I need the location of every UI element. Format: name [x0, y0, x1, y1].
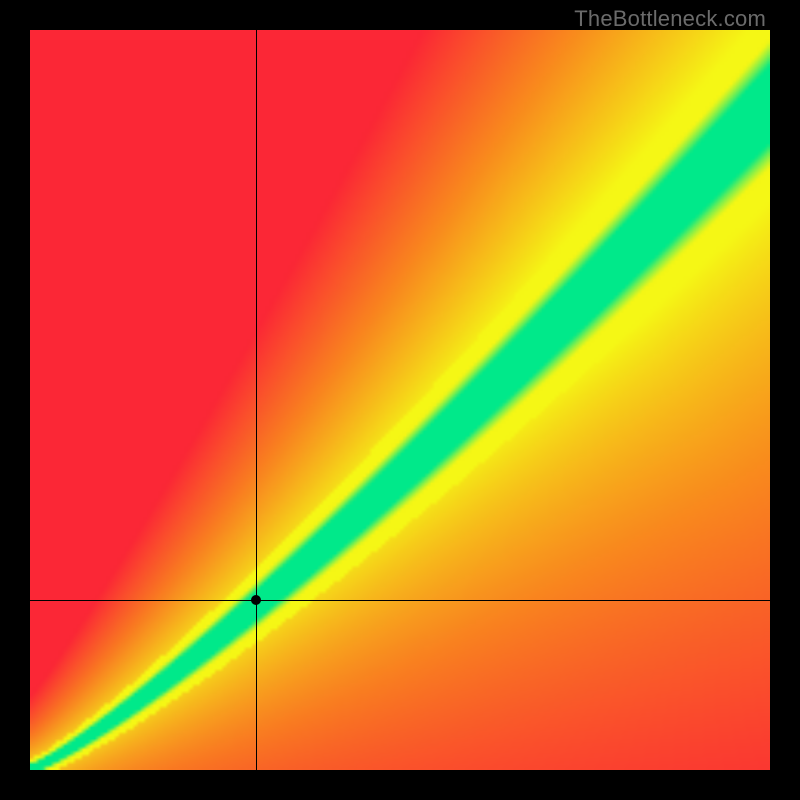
crosshair-horizontal [30, 600, 770, 601]
watermark-text: TheBottleneck.com [574, 6, 766, 32]
plot-area [30, 30, 770, 770]
heatmap-canvas [30, 30, 770, 770]
crosshair-vertical [256, 30, 257, 770]
chart-container: TheBottleneck.com [0, 0, 800, 800]
crosshair-marker [251, 595, 261, 605]
